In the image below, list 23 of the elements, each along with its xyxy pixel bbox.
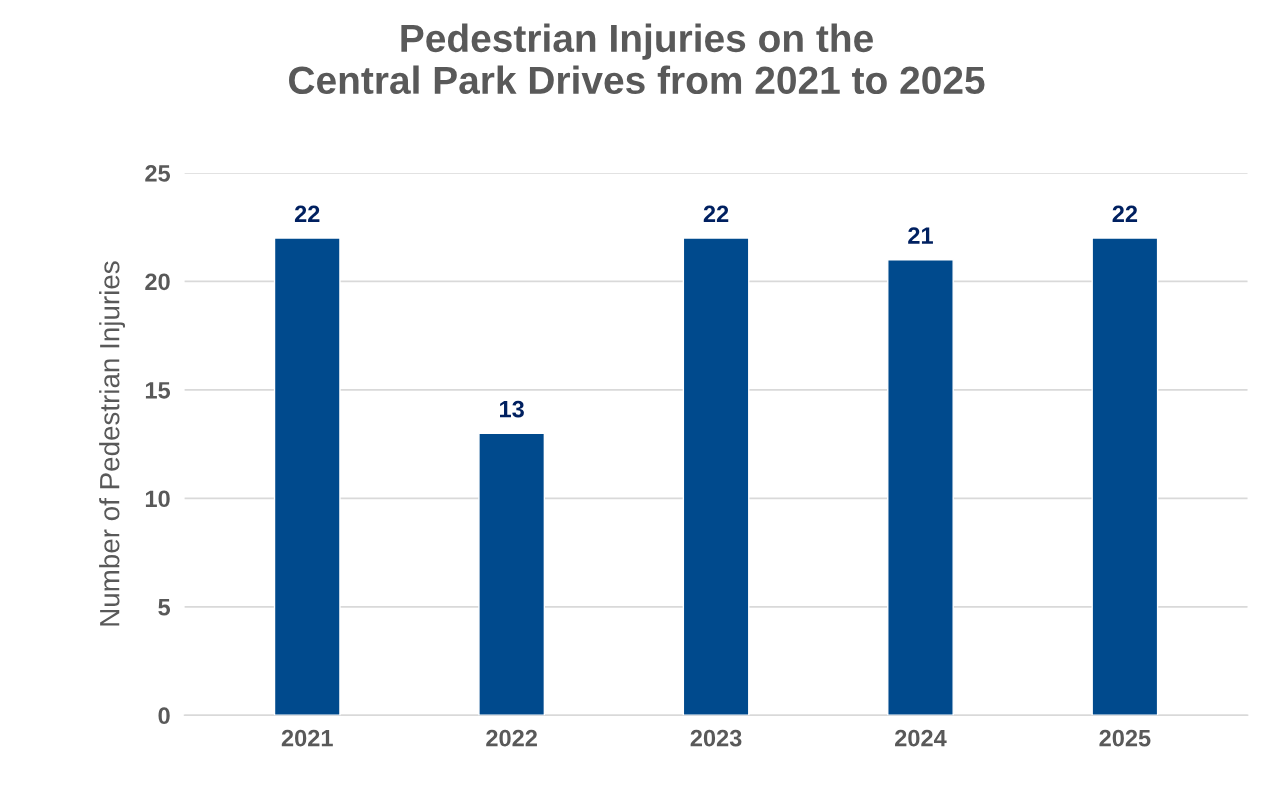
x-tick-label: 2022 xyxy=(486,729,537,747)
bar xyxy=(887,258,954,716)
x-tick-label: 2023 xyxy=(690,729,742,747)
y-tick-label: 25 xyxy=(145,164,171,182)
y-tick-label: 10 xyxy=(145,490,170,508)
data-label: 21 xyxy=(908,227,933,244)
data-label: 13 xyxy=(500,400,524,418)
y-tick-label: 15 xyxy=(145,382,171,399)
x-tick-label: 2021 xyxy=(281,729,333,747)
y-tick-label: 5 xyxy=(158,599,171,616)
y-axis-title: Number of Pedestrian Injuries xyxy=(99,261,125,626)
bar xyxy=(478,432,546,716)
bar xyxy=(273,237,341,716)
data-label: 22 xyxy=(294,205,320,222)
bar xyxy=(682,237,750,716)
bar xyxy=(1091,237,1159,716)
x-tick-label: 2024 xyxy=(895,729,947,747)
x-tick-label: 2025 xyxy=(1099,729,1151,747)
chart-title: Pedestrian Injuries on the Central Park Drives from 2021 to 2025 xyxy=(289,23,985,95)
y-tick-label: 0 xyxy=(158,707,170,725)
y-tick-label: 20 xyxy=(145,273,170,291)
data-label: 22 xyxy=(1112,205,1138,222)
data-label: 22 xyxy=(703,205,729,222)
